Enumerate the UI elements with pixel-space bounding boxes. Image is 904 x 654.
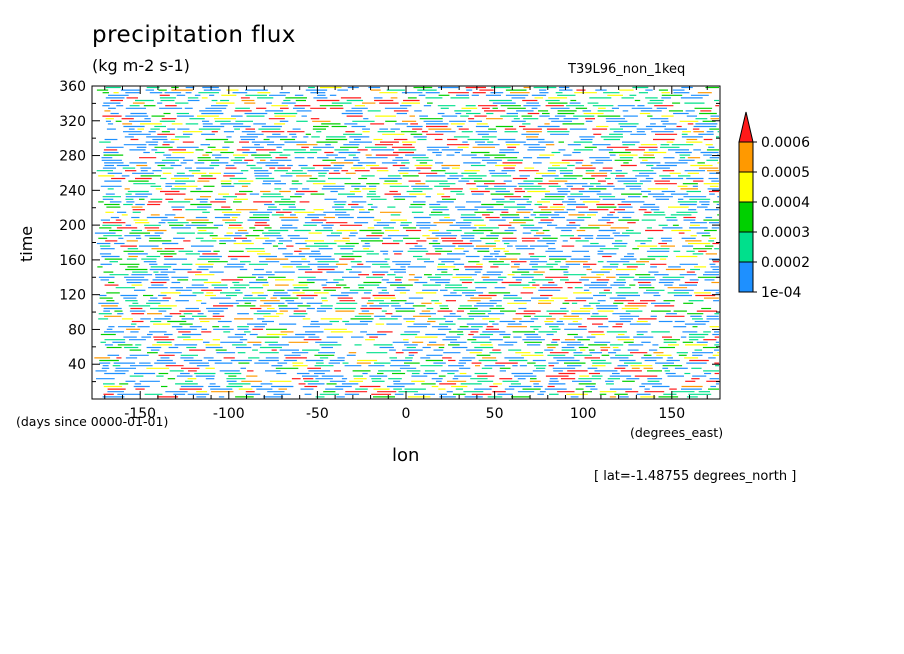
x-tick-label: -50: [306, 406, 329, 422]
chart-title: precipitation flux: [92, 22, 296, 48]
colorbar-segment: [738, 261, 754, 293]
latitude-note: [ lat=-1.48755 degrees_north ]: [594, 469, 797, 484]
x-tick-label: 150: [658, 406, 685, 422]
y-tick-label: 360: [59, 79, 86, 95]
x-axis-units: (degrees_east): [630, 425, 724, 440]
precip-field: [94, 86, 719, 398]
x-axis-label: lon: [392, 445, 420, 466]
y-tick-label: 280: [59, 149, 86, 165]
chart-units: (kg m-2 s-1): [92, 56, 190, 75]
x-axis: -150 -100 -50 0 50 100 150: [104, 86, 708, 422]
y-tick-label: 80: [68, 322, 86, 338]
run-label: T39L96_non_1keq: [568, 62, 686, 77]
colorbar-label: 0.0003: [761, 225, 810, 241]
y-tick-label: 240: [59, 183, 86, 199]
y-tick-label: 40: [68, 357, 86, 373]
colorbar-label: 0.0005: [761, 165, 810, 181]
y-tick-label: 160: [59, 253, 86, 269]
colorbar: 1e-04 0.0002 0.0003 0.0004 0.0005 0.0006: [738, 111, 810, 301]
plot-frame: [91, 85, 721, 400]
colorbar-label: 0.0002: [761, 255, 810, 271]
colorbar-extend-triangle: [738, 111, 754, 143]
x-tick-label: 0: [402, 406, 411, 422]
y-axis-units: (days since 0000-01-01): [16, 414, 169, 429]
colorbar-segment: [738, 171, 754, 203]
x-tick-label: 100: [570, 406, 597, 422]
y-tick-label: 120: [59, 288, 86, 304]
y-tick-label: 200: [59, 218, 86, 234]
colorbar-segment: [738, 231, 754, 263]
x-tick-label: -150: [124, 406, 156, 422]
x-tick-label: -100: [213, 406, 245, 422]
colorbar-label: 0.0004: [761, 195, 810, 211]
x-tick-label: 50: [486, 406, 504, 422]
colorbar-label: 1e-04: [761, 285, 801, 301]
y-axis: 40 80 120 160 200 240 280 320 360: [59, 79, 720, 383]
colorbar-label: 0.0006: [761, 135, 810, 151]
colorbar-segment: [738, 141, 754, 173]
y-tick-label: 320: [59, 114, 86, 130]
colorbar-segment: [738, 201, 754, 233]
